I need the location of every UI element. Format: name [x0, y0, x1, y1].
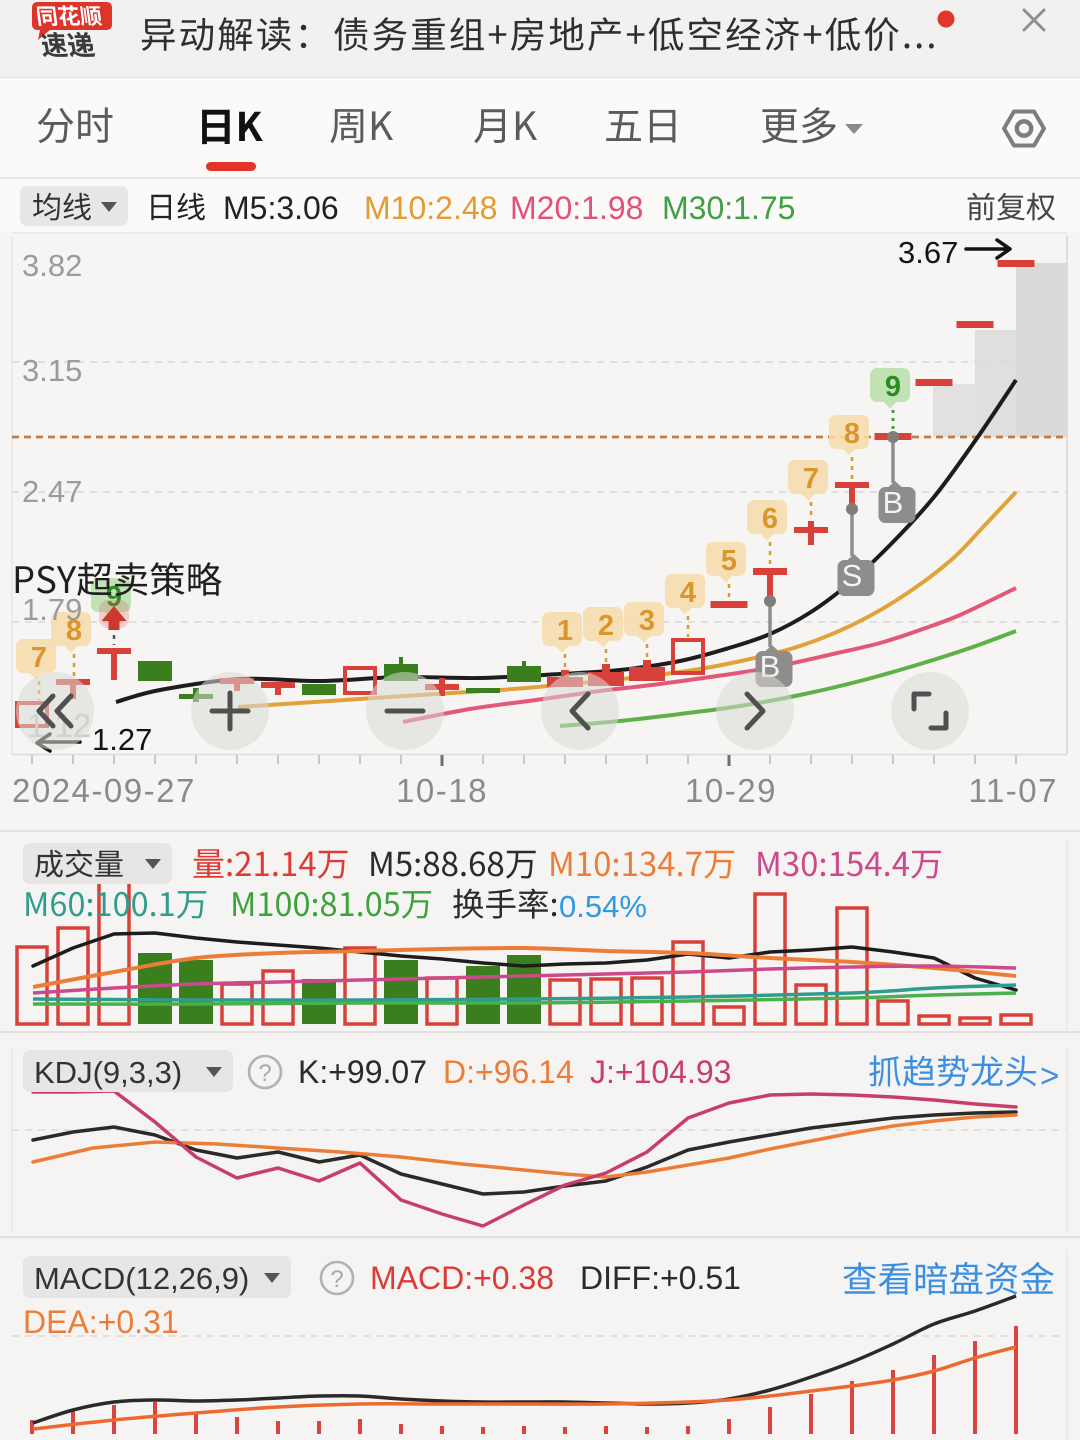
svg-text:3.82: 3.82: [22, 248, 82, 283]
svg-text:?: ?: [258, 1060, 271, 1087]
svg-text:B: B: [883, 485, 904, 520]
svg-text:5: 5: [721, 545, 737, 577]
svg-text:1.27: 1.27: [92, 722, 152, 757]
svg-text:8: 8: [844, 418, 860, 450]
svg-text:4: 4: [680, 577, 696, 609]
svg-text:7: 7: [803, 463, 819, 495]
svg-text:7: 7: [31, 642, 47, 674]
svg-text:9: 9: [106, 581, 122, 613]
svg-text:11-07: 11-07: [969, 772, 1058, 809]
svg-text:10-29: 10-29: [685, 772, 777, 809]
svg-text:1: 1: [557, 615, 573, 647]
svg-text:3: 3: [639, 605, 655, 637]
svg-text:?: ?: [330, 1266, 343, 1293]
svg-text:3.67: 3.67: [898, 235, 958, 270]
svg-text:8: 8: [66, 615, 82, 647]
svg-text:2.47: 2.47: [22, 474, 82, 509]
svg-text:9: 9: [885, 371, 901, 403]
svg-text:2024-09-27: 2024-09-27: [12, 772, 196, 809]
svg-text:1.79: 1.79: [22, 592, 82, 627]
svg-text:3.15: 3.15: [22, 353, 82, 388]
svg-text:10-18: 10-18: [396, 772, 488, 809]
svg-text:S: S: [842, 558, 863, 593]
svg-text:6: 6: [762, 503, 778, 535]
svg-text:2: 2: [598, 610, 614, 642]
